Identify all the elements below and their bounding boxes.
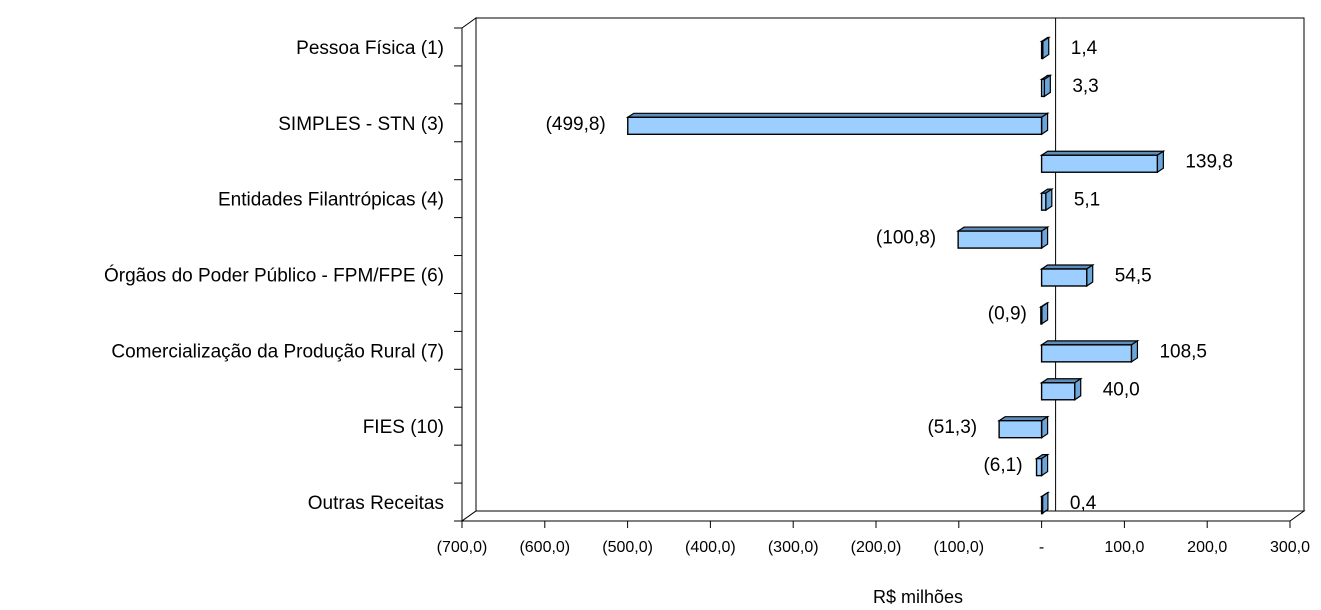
category-label: FIES (10) (363, 417, 444, 438)
x-tick-label: (400,0) (685, 539, 736, 556)
category-label: SIMPLES - STN (3) (278, 114, 444, 135)
bar (1039, 339, 1140, 363)
bar-face (1040, 495, 1044, 515)
bar-side (1130, 339, 1139, 363)
bar-face (1040, 344, 1133, 363)
category-label: Pessoa Física (1) (296, 38, 444, 59)
x-tick-label: - (1039, 539, 1044, 556)
bar-face (1040, 154, 1159, 173)
bar (1039, 150, 1166, 174)
bar (956, 225, 1050, 250)
data-label: 108,5 (1159, 341, 1207, 362)
bar-side (1040, 225, 1049, 250)
data-label: (51,3) (927, 417, 977, 438)
bar-side (1042, 36, 1050, 60)
bar (1039, 74, 1053, 98)
side-wall (461, 17, 477, 522)
x-tick-label: (200,0) (851, 539, 902, 556)
bar-side (1040, 112, 1049, 136)
bar-face (1035, 457, 1043, 477)
bar (1039, 36, 1051, 60)
bar-face (957, 230, 1043, 249)
x-tick-label: 100,0 (1104, 539, 1144, 556)
bar (1039, 491, 1050, 515)
category-label: Comercialização da Produção Rural (7) (111, 341, 444, 362)
bar-face (1040, 306, 1043, 325)
data-label: 0,4 (1070, 493, 1097, 514)
data-label: 5,1 (1074, 190, 1100, 211)
bar-face (627, 116, 1043, 136)
bar-face (1040, 268, 1088, 287)
bar-face (998, 419, 1043, 439)
data-label: 139,8 (1185, 152, 1233, 173)
bar (625, 112, 1050, 136)
bar-face (1040, 192, 1047, 211)
bar-side (1045, 188, 1053, 212)
bar-side (1074, 377, 1082, 401)
data-label: 1,4 (1071, 38, 1098, 59)
bar-side (1040, 415, 1049, 439)
bar (1039, 377, 1083, 401)
category-label: Entidades Filantrópicas (4) (218, 190, 444, 211)
bar (1039, 263, 1095, 288)
x-tick-label: (100,0) (933, 539, 984, 556)
bar-side (1040, 453, 1049, 477)
data-label: 54,5 (1115, 266, 1152, 287)
data-label: (100,8) (876, 228, 936, 249)
y-axis: Pessoa Física (1) SIMPLES - STN (3) Entida… (104, 27, 462, 522)
plot-area (460, 17, 1306, 522)
bar-side (1086, 263, 1094, 288)
data-label: (6,1) (983, 455, 1022, 476)
floor (460, 510, 1306, 522)
x-tick-label: (700,0) (437, 539, 488, 556)
bar-face (1040, 78, 1046, 98)
category-label: Órgãos do Poder Público - FPM/FPE (6) (104, 265, 444, 287)
category-label: Outras Receitas (308, 493, 444, 514)
data-label: (499,8) (546, 114, 606, 135)
x-tick-label: 200,0 (1187, 539, 1227, 556)
data-label: 3,3 (1072, 76, 1098, 97)
data-labels-group: 1,4 3,3 (499,8) 139,8 5,1 (100,8) 54,5 (0,9) 108… (546, 38, 1233, 514)
x-tick-label: 300,0 (1270, 539, 1310, 556)
bar (1039, 188, 1054, 212)
x-tick-label: (300,0) (768, 539, 819, 556)
bar-side (1156, 150, 1164, 174)
bar-face (1040, 382, 1076, 401)
bar (1038, 301, 1050, 326)
x-axis: (700,0) (600,0) (500,0) (400,0) (300,0) (200,… (437, 521, 1310, 556)
x-tick-label: (500,0) (602, 539, 653, 556)
bar-face (1040, 40, 1044, 60)
data-label: (0,9) (988, 303, 1027, 324)
x-axis-title: R$ milhões (873, 587, 963, 607)
data-label: 40,0 (1103, 379, 1140, 400)
x-tick-label: (600,0) (519, 539, 570, 556)
bar (1034, 453, 1050, 477)
bars-group (625, 36, 1166, 515)
back-wall (475, 17, 1305, 512)
bar-side (1043, 74, 1051, 98)
bar (997, 415, 1050, 439)
